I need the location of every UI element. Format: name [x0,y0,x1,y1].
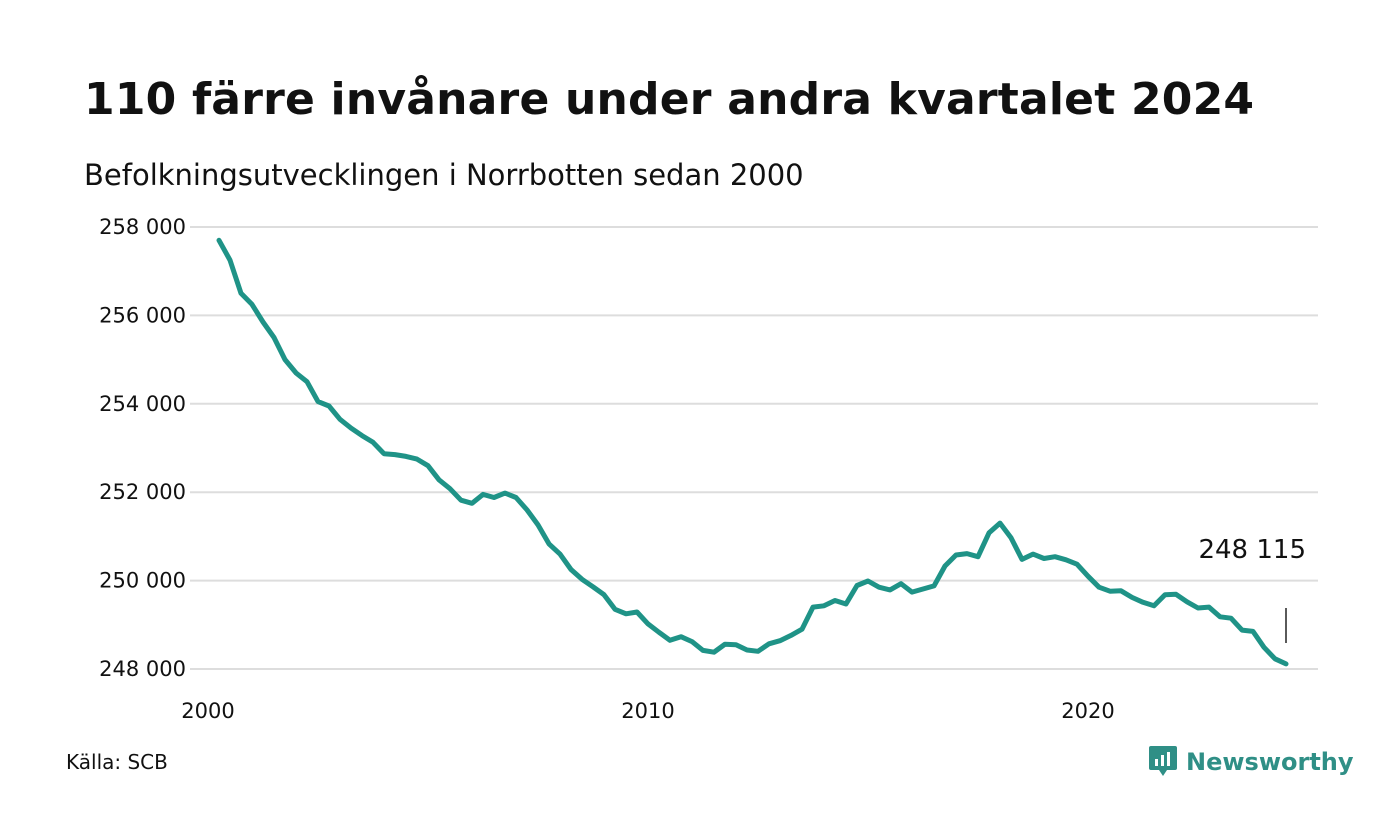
y-tick-label: 250 000 [99,569,186,593]
x-tick-label: 2010 [621,699,674,723]
x-tick-label: 2020 [1061,699,1114,723]
annotation-group: 248 115 [1198,535,1306,643]
brand-logo: Newsworthy [1148,744,1354,780]
y-tick-label: 252 000 [99,480,186,504]
y-tick-label: 254 000 [99,392,186,416]
y-tick-label: 256 000 [99,303,186,327]
x-axis-tick-labels: 2000 2010 2020 [181,699,1114,723]
series-group [216,237,1289,667]
annotation-label: 248 115 [1198,535,1306,565]
brand-name: Newsworthy [1186,748,1354,776]
grid-lines [190,226,1318,670]
source-note: Källa: SCB [66,750,168,774]
y-tick-label: 248 000 [99,657,186,681]
y-tick-label: 258 000 [99,215,186,239]
chart-subtitle: Befolkningsutvecklingen i Norrbotten sed… [84,158,804,192]
x-tick-label: 2000 [181,699,234,723]
y-axis-tick-labels: 248 000 250 000 252 000 254 000 256 000 258 0… [99,215,186,681]
chart-title: 110 färre invånare under andra kvartalet… [84,74,1255,125]
series-line [216,237,1289,667]
newsworthy-logo-icon [1149,746,1177,776]
